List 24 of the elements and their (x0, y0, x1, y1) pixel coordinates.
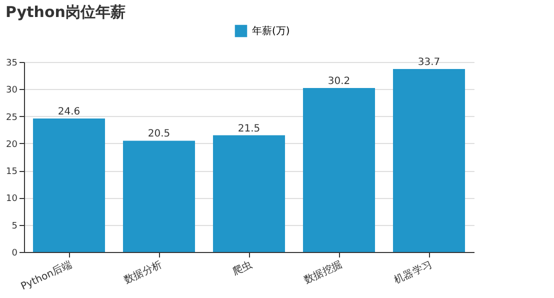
y-tick-label: 15 (6, 167, 18, 178)
y-tick-label: 0 (12, 248, 18, 258)
y-tick-label: 5 (12, 221, 18, 232)
y-tick-label: 35 (6, 58, 18, 68)
y-tick-label: 20 (6, 140, 18, 150)
x-tick-label: 爬虫 (230, 258, 254, 278)
y-tick-label: 10 (6, 194, 18, 204)
bar (33, 118, 105, 252)
x-tick-label: 数据挖掘 (302, 258, 344, 286)
bar (213, 135, 285, 252)
data-label: 33.7 (418, 57, 440, 68)
data-label: 21.5 (238, 123, 260, 134)
y-tick-label: 30 (6, 86, 18, 96)
data-label: 30.2 (328, 76, 350, 88)
chart-title: Python岗位年薪 (6, 3, 126, 21)
bar (393, 69, 465, 252)
data-label: 24.6 (58, 106, 80, 118)
bar (123, 140, 195, 252)
bar (303, 88, 375, 252)
y-tick-label: 25 (6, 112, 18, 123)
x-tick-label: 机器学习 (392, 258, 434, 286)
legend-label: 年薪(万) (252, 25, 290, 37)
x-tick-label: 数据分析 (122, 258, 164, 286)
data-label: 20.5 (148, 128, 170, 140)
